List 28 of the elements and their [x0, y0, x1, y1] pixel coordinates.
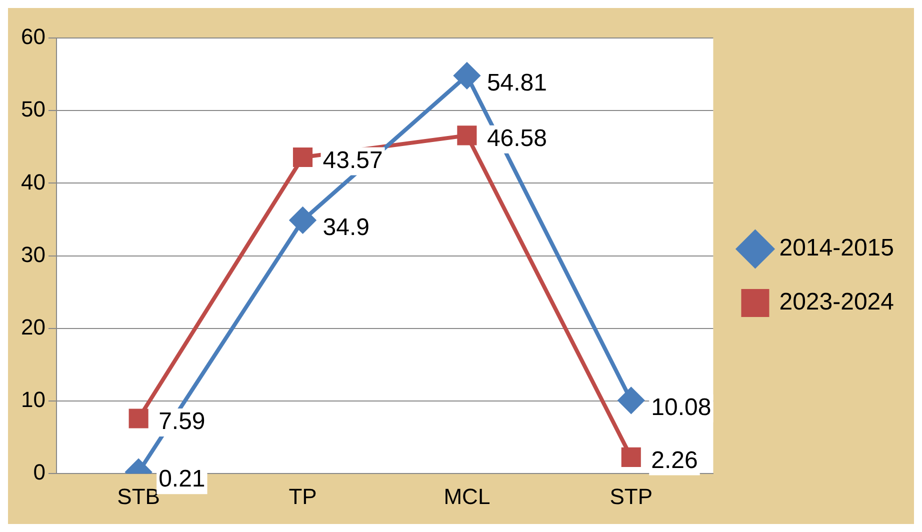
x-tick-label: TP	[288, 484, 317, 509]
point	[618, 387, 644, 414]
point	[457, 126, 477, 146]
point	[128, 408, 148, 428]
y-tick-label: 10	[20, 387, 46, 412]
y-tick-label: 20	[20, 314, 46, 340]
data-label: 46.58	[486, 125, 548, 152]
point	[292, 148, 313, 168]
point	[621, 447, 641, 467]
y-tick-label: 30	[20, 242, 46, 267]
x-tick-label: MCL	[444, 484, 490, 509]
x-tick-label: STB	[117, 484, 160, 509]
data-label: 7.59	[158, 408, 206, 436]
data-label: 34.9	[322, 214, 370, 241]
y-tick-label: 0	[33, 460, 46, 485]
data-label: 10.08	[651, 394, 712, 422]
legend-label: 2023-2024	[779, 288, 894, 316]
y-tick-label: 50	[20, 96, 46, 122]
x-tick-label: STP	[610, 484, 653, 509]
point	[290, 207, 316, 234]
data-label: 2.26	[651, 446, 698, 474]
data-label: 43.57	[322, 146, 383, 174]
point	[454, 62, 480, 89]
legend-label: 2014-2015	[779, 234, 894, 262]
data-label: 0.21	[158, 466, 206, 493]
y-tick-label: 60	[20, 24, 46, 50]
y-tick-label: 40	[20, 169, 46, 194]
data-label: 54.81	[486, 69, 548, 96]
